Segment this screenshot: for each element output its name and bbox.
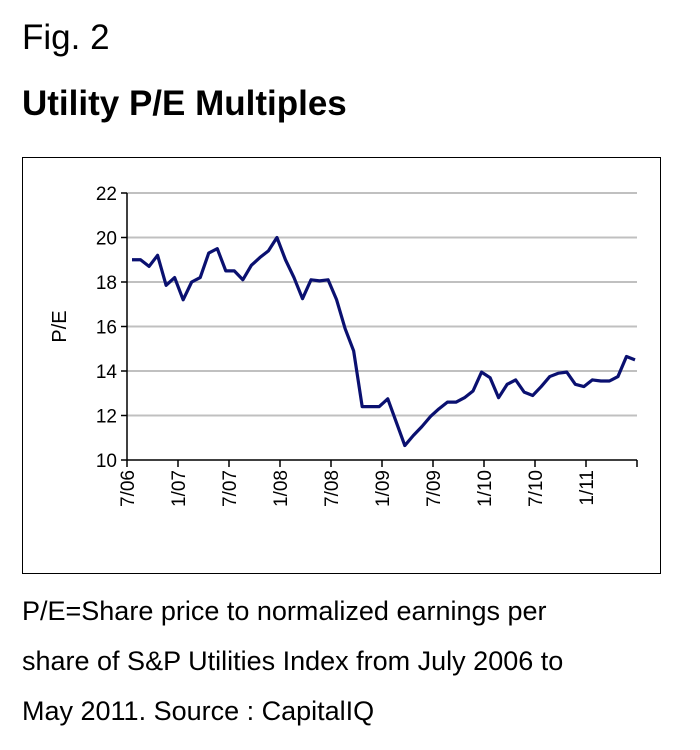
y-tick-label: 18: [96, 273, 117, 294]
x-tick-label: 1/11: [577, 470, 598, 506]
x-tick-label: 1/09: [373, 470, 394, 507]
x-tick-label: 1/10: [475, 470, 496, 507]
caption-line-2: share of S&P Utilities Index from July 2…: [22, 646, 564, 676]
x-tick-label: 7/09: [424, 470, 445, 507]
caption-line-3: May 2011. Source : CapitalIQ: [22, 696, 375, 726]
y-tick-label: 10: [96, 451, 117, 472]
y-tick-label: 20: [96, 229, 117, 250]
x-tick-label: 7/10: [526, 470, 547, 507]
x-tick-label: 7/07: [220, 470, 241, 507]
pe-series-line: [132, 235, 636, 448]
caption-line-1: P/E=Share price to normalized earnings p…: [22, 596, 547, 626]
y-tick-label: 14: [96, 362, 118, 383]
chart-title: Utility P/E Multiples: [22, 84, 347, 123]
x-tick-label: 7/08: [322, 470, 343, 507]
x-tick-label: 1/08: [271, 470, 292, 507]
y-tick-label: 16: [96, 318, 117, 339]
y-tick-label: 22: [96, 184, 117, 205]
chart-frame: [22, 157, 661, 574]
y-axis-label: P/E: [49, 310, 71, 342]
y-tick-label: 12: [96, 407, 117, 428]
figure-number: Fig. 2: [22, 18, 110, 57]
x-tick-label: 1/07: [169, 470, 190, 507]
x-tick-label: 7/06: [118, 470, 139, 507]
